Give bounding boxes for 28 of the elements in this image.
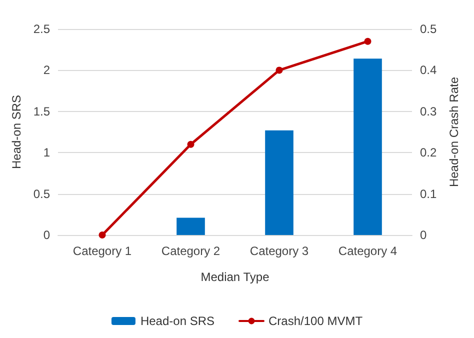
- bar: [176, 218, 205, 235]
- legend-label: Crash/100 MVMT: [268, 314, 364, 328]
- bar: [265, 130, 294, 235]
- y-tick-label: 0.5: [33, 186, 50, 201]
- point: [276, 66, 283, 74]
- y2-tick-label: 0.4: [420, 63, 438, 78]
- bar: [354, 58, 382, 235]
- y2-tick-label: 0: [420, 228, 427, 242]
- point: [98, 232, 106, 238]
- x-axis-title: Median Type: [200, 270, 270, 284]
- y-tick-label: 1.5: [33, 104, 50, 118]
- y2-tick-label: 0.1: [420, 186, 438, 201]
- x-tick-label: Category 3: [250, 244, 309, 258]
- y-tick-label: 0: [43, 228, 50, 242]
- y2-tick-label: 0.5: [420, 22, 438, 36]
- y-tick-label: 1: [43, 146, 50, 160]
- x-tick-label: Category 1: [72, 244, 132, 258]
- x-tick-label: Category 4: [338, 244, 398, 258]
- y-tick-label: 2: [43, 63, 50, 78]
- y-tick-label: 2.5: [33, 22, 50, 36]
- point: [187, 140, 194, 148]
- y2-tick-label: 0.2: [420, 146, 438, 160]
- y-axis-title: Head-on SRS: [9, 94, 24, 170]
- point: [364, 38, 372, 45]
- x-tick-label: Category 2: [161, 244, 220, 258]
- y2-axis-title: Head-on Crash Rate: [447, 76, 461, 188]
- legend-label: Head-on SRS: [140, 314, 215, 328]
- y2-tick-label: 0.3: [420, 104, 438, 118]
